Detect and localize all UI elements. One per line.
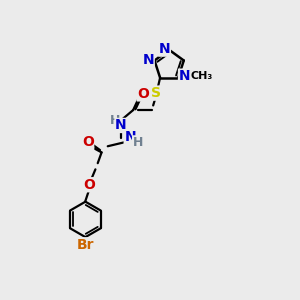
Text: O: O <box>137 87 149 101</box>
Text: N: N <box>124 130 136 144</box>
Text: N: N <box>178 69 190 83</box>
Text: H: H <box>110 114 121 127</box>
Text: O: O <box>82 135 94 149</box>
Text: CH₃: CH₃ <box>190 71 212 81</box>
Text: O: O <box>83 178 95 192</box>
Text: N: N <box>159 42 170 56</box>
Text: N: N <box>115 118 127 133</box>
Text: Br: Br <box>77 238 94 252</box>
Text: S: S <box>151 86 161 100</box>
Text: N: N <box>142 53 154 67</box>
Text: H: H <box>133 136 143 149</box>
